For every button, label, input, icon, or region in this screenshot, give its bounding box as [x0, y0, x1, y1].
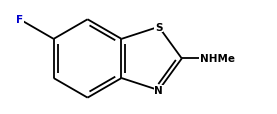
Text: N: N: [154, 85, 163, 95]
Text: F: F: [16, 15, 23, 25]
Text: S: S: [155, 23, 163, 32]
Text: NHMe: NHMe: [199, 54, 235, 64]
